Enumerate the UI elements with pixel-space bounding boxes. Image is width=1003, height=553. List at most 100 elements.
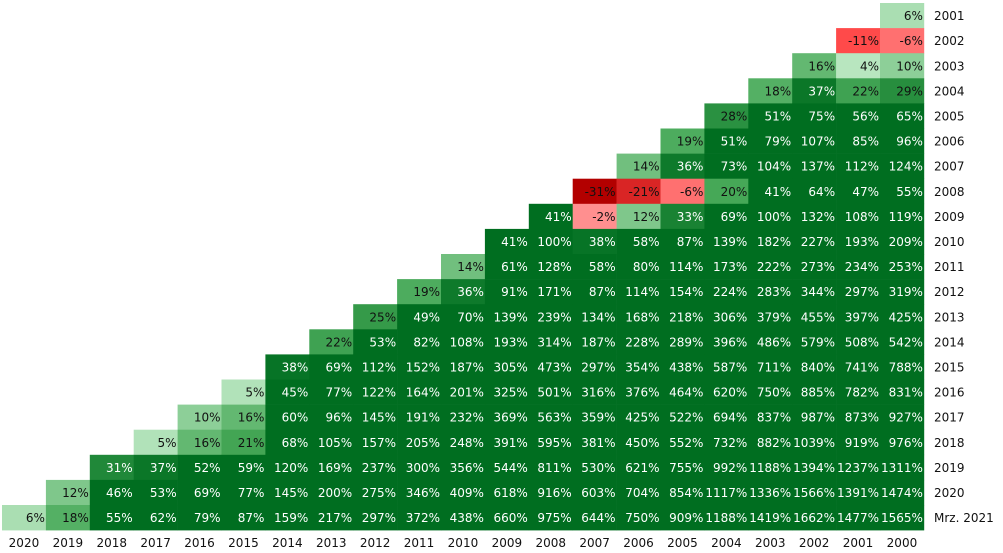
cell-value-label: 145% — [362, 411, 396, 425]
heatmap-cell — [484, 454, 530, 481]
cell-value-label: 397% — [845, 310, 879, 324]
cell-value-label: 55% — [896, 185, 923, 199]
cell-value-label: 139% — [713, 235, 747, 249]
cell-value-label: 82% — [413, 335, 440, 349]
cell-value-label: 530% — [581, 461, 615, 475]
heatmap-cell — [309, 505, 354, 531]
cell-value-label: 542% — [889, 335, 923, 349]
column-label: 2017 — [140, 536, 171, 550]
row-label: 2002 — [934, 34, 965, 48]
heatmap-cell — [660, 279, 705, 305]
heatmap-cell — [309, 354, 354, 380]
cell-value-label: 840% — [801, 360, 835, 374]
heatmap-cell — [836, 304, 881, 330]
heatmap-cell — [177, 505, 222, 531]
cell-value-label: 885% — [801, 386, 835, 400]
cell-value-label: 107% — [801, 135, 835, 149]
heatmap-cell — [792, 53, 837, 79]
heatmap-cell — [441, 329, 486, 355]
column-label: 2010 — [448, 536, 479, 550]
cell-value-label: 356% — [450, 461, 484, 475]
cell-value-label: 218% — [669, 310, 703, 324]
heatmap-cell — [660, 178, 705, 205]
heatmap-cell — [484, 505, 530, 531]
cell-value-label: 137% — [801, 160, 835, 174]
cell-value-label: 919% — [845, 436, 879, 450]
cell-value-label: 909% — [669, 511, 703, 525]
cell-value-label: 96% — [896, 135, 923, 149]
cell-value-label: 19% — [413, 285, 440, 299]
heatmap-cell — [616, 153, 661, 179]
cell-value-label: 68% — [282, 436, 309, 450]
heatmap-cell — [441, 454, 486, 481]
heatmap-cell — [792, 329, 837, 355]
heatmap-cell — [441, 354, 486, 380]
heatmap-cell — [748, 228, 793, 255]
heatmap-cell — [616, 279, 661, 305]
cell-value-label: 205% — [406, 436, 440, 450]
cell-value-label: -31% — [585, 185, 616, 199]
cell-value-label: 38% — [589, 235, 616, 249]
heatmap-cell — [309, 329, 354, 355]
heatmap-cell — [616, 329, 661, 355]
heatmap-cell — [660, 505, 705, 531]
heatmap-cell — [748, 429, 793, 456]
cell-value-label: 381% — [581, 436, 615, 450]
cell-value-label: 58% — [589, 260, 616, 274]
heatmap-cell — [616, 479, 661, 506]
cell-value-label: 464% — [669, 386, 703, 400]
heatmap-cell — [836, 228, 881, 255]
column-label: 2019 — [53, 536, 84, 550]
heatmap-cell — [616, 404, 661, 430]
heatmap-cell — [792, 103, 837, 129]
cell-value-label: 77% — [326, 386, 353, 400]
heatmap-cell — [309, 379, 354, 405]
cell-value-label: 18% — [62, 511, 89, 525]
heatmap-cell — [704, 254, 749, 280]
heatmap-cell — [836, 254, 881, 280]
heatmap-cell — [704, 178, 749, 205]
heatmap-cell — [397, 304, 442, 330]
heatmap-cell — [660, 254, 705, 280]
heatmap-cell — [880, 3, 925, 29]
heatmap-cell — [880, 304, 925, 330]
cell-value-label: 51% — [721, 135, 748, 149]
cell-value-label: 114% — [625, 285, 659, 299]
heatmap-cell — [221, 454, 266, 481]
cell-value-label: 409% — [450, 486, 484, 500]
heatmap-cell — [528, 254, 573, 280]
heatmap-cell — [221, 404, 266, 430]
heatmap-cell — [572, 228, 617, 255]
heatmap-cell — [484, 254, 530, 280]
heatmap-cell — [89, 505, 134, 531]
cell-value-label: 87% — [589, 285, 616, 299]
heatmap-cell — [177, 429, 222, 456]
cell-value-label: 391% — [493, 436, 527, 450]
heatmap-cell — [441, 429, 486, 456]
cell-value-label: 227% — [801, 235, 835, 249]
cell-value-label: 159% — [274, 511, 308, 525]
heatmap-cell — [748, 279, 793, 305]
cell-value-label: -6% — [680, 185, 703, 199]
cell-value-label: 1336% — [749, 486, 791, 500]
row-label: 2013 — [934, 310, 965, 324]
heatmap-cell — [704, 279, 749, 305]
cell-value-label: 5% — [158, 436, 177, 450]
heatmap-cell — [265, 454, 310, 481]
heatmap-cell — [265, 404, 310, 430]
heatmap-cell — [880, 505, 925, 531]
heatmap-cell — [397, 329, 442, 355]
heatmap-cell — [880, 254, 925, 280]
cell-value-label: 112% — [845, 160, 879, 174]
row-label: 2016 — [934, 386, 965, 400]
cell-value-label: 316% — [581, 386, 615, 400]
heatmap-cell — [397, 279, 442, 305]
heatmap-cell — [353, 454, 398, 481]
row-label: 2005 — [934, 109, 965, 123]
heatmap-cell — [528, 304, 573, 330]
cell-value-label: 10% — [194, 411, 221, 425]
heatmap-cell — [265, 429, 310, 456]
heatmap-cell — [528, 479, 573, 506]
heatmap-cell — [748, 479, 793, 506]
row-label: 2012 — [934, 285, 965, 299]
